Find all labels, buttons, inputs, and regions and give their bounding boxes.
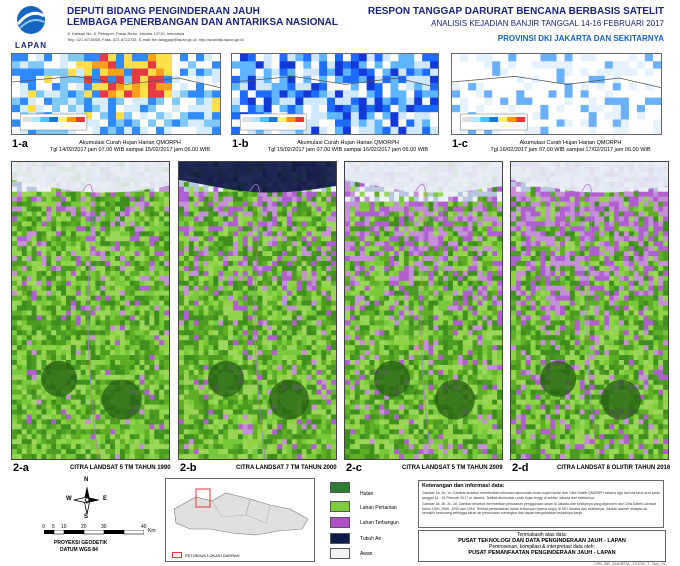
datum-label: DATUM WGS 84 — [60, 547, 98, 553]
page-title: RESPON TANGGAP DARURAT BENCANA BERBASIS … — [367, 6, 664, 17]
lapan-logo-text: LAPAN — [15, 41, 47, 50]
rain-caption-date-1a: Tgl 14/02/2017 jam 07.00 WIB sampai 15/0… — [49, 147, 211, 153]
sat-image-2b — [178, 161, 337, 460]
credits-processing: Pemrosesan, kompilasi & interpretasi dat… — [489, 544, 595, 550]
sat-caption-2c: CITRA LANDSAT 5 TM TAHUN 2009 — [402, 465, 503, 471]
scale-tick-10: 10 — [61, 524, 67, 530]
panel-tag-2d: 2-d — [512, 462, 529, 474]
legend-label-tubuh-air: Tubuh Air — [360, 536, 382, 542]
legend-label-lahan-pertanian: Lahan Pertanian — [360, 505, 397, 511]
panel-tag-1b: 1-b — [232, 138, 249, 150]
compass-south: S — [84, 514, 89, 520]
notes-line-2: tanggal 14 - 16 Februari 2017 di Jakarta… — [422, 495, 595, 500]
panel-tag-2b: 2-b — [180, 462, 197, 474]
legend-label-hutan: Hutan — [360, 491, 374, 497]
scale-tick-30: 30 — [101, 524, 107, 530]
panel-tag-2a: 2-a — [13, 462, 29, 474]
page-subtitle: ANALISIS KEJADIAN BANJIR TANGGAL 14-16 F… — [431, 19, 664, 28]
org-address: Jl. Kalisari No. 8, Pekayon, Pasar Rebo,… — [67, 31, 185, 36]
compass-east: E — [103, 496, 108, 502]
panel-tag-2c: 2-c — [346, 462, 362, 474]
scale-bar-graphic — [44, 530, 144, 535]
rain-caption-date-1b: Tgl 15/02/2017 jam 07.00 WIB sampai 16/0… — [267, 147, 429, 153]
lapan-logo: LAPAN — [10, 4, 52, 50]
panel-tag-1c: 1-c — [452, 138, 468, 150]
compass-north: N — [84, 477, 89, 483]
inset-legend-swatch — [172, 552, 182, 558]
compass-west: W — [66, 496, 72, 502]
legend-swatch-hutan — [330, 482, 350, 493]
inset-location-map: PETUNJUK LOKASI DAERAH — [165, 478, 315, 562]
sat-caption-2d: CITRA LANDSAT 8 OLI/TIR TAHUN 2016 — [557, 465, 671, 471]
panel-tag-1a: 1-a — [12, 138, 28, 150]
org-name-2: LEMBAGA PENERBANGAN DAN ANTARIKSA NASION… — [67, 17, 338, 28]
sat-image-2d — [510, 161, 669, 460]
credits-data-center: PUSAT TEKNOLOGI DAN DATA PENGINDERAAN JA… — [458, 538, 626, 544]
legend-label-awan: Awan — [360, 551, 373, 557]
rain-caption-date-1c: Tgl 16/02/2017 jam 07.00 WIB sampai 17/0… — [490, 147, 651, 153]
document-code: LPN_BR_JAKARTA_170220_T_Nov_01 — [594, 561, 666, 566]
scale-tick-5: 5 — [52, 524, 55, 530]
legend-label-lahan-terbangun: Lahan Terbangun — [360, 520, 399, 526]
scale-bar: 0 5 10 20 30 40 Km — [42, 524, 164, 536]
credits-box: Terimakasih atas data: PUSAT TEKNOLOGI D… — [418, 530, 666, 562]
rain-map-1b — [231, 53, 439, 135]
org-contact: Telp. 021 8710065, Faks. 021 8722733, E-… — [67, 37, 244, 42]
rain-caption-title-1b: Akumulasi Curah Hujan Harian QMORPH — [297, 140, 399, 146]
notes-title: Keterangan dan informasi data: — [422, 483, 505, 489]
sat-image-2a — [11, 161, 170, 460]
lapan-logo-icon — [16, 6, 45, 34]
scale-tick-0: 0 — [42, 524, 45, 530]
notes-line-5: semakin berkurang sehingga aliran air pe… — [422, 511, 583, 515]
inset-legend: PETUNJUK LOKASI DAERAH — [172, 552, 239, 558]
notes-box: Keterangan dan informasi data: Gambar 1a… — [418, 480, 664, 528]
legend-swatch-awan — [330, 548, 350, 559]
inset-java-map — [166, 479, 314, 551]
scale-tick-20: 20 — [81, 524, 87, 530]
notes-line-4: tahun 1990, 2000, 2009 dan 2016. Terliha… — [422, 506, 648, 511]
sat-caption-2a: CITRA LANDSAT 5 TM TAHUN 1990 — [70, 465, 171, 471]
compass-icon — [73, 486, 100, 515]
inset-legend-label: PETUNJUK LOKASI DAERAH — [185, 552, 240, 558]
rain-caption-title-1a: Akumulasi Curah Hujan Harian QMORPH — [79, 140, 181, 146]
scale-tick-40: 40 — [141, 524, 147, 530]
legend-swatch-lahan-terbangun — [330, 517, 350, 528]
legend-swatch-lahan-pertanian — [330, 501, 350, 512]
compass-rose: N S W E — [66, 477, 107, 520]
projection-label: PROYEKSI GEODETIK — [54, 540, 108, 546]
credits-utilization-center: PUSAT PEMANFAATAN PENGINDERAAN JAUH - LA… — [468, 550, 616, 556]
rain-map-1c — [451, 53, 662, 135]
notes-line-1: Gambar 1a, 1b, 1c: Gambar tersebut membe… — [422, 491, 660, 495]
province-title: PROVINSI DKI JAKARTA DAN SEKITARNYA — [497, 34, 664, 43]
rain-map-1a — [11, 53, 221, 135]
credits-thanks: Terimakasih atas data: — [516, 532, 568, 538]
land-cover-legend: Hutan Lahan Pertanian Lahan Terbangun Tu… — [330, 482, 410, 562]
sat-image-2c — [344, 161, 503, 460]
rain-caption-title-1c: Akumulasi Curah Hujan Harian QMORPH — [519, 140, 622, 146]
legend-swatch-tubuh-air — [330, 533, 350, 544]
scale-unit: Km — [148, 528, 156, 534]
notes-line-3: Gambar 2a, 2b, 2c, 2d: Gambar tersebut m… — [422, 502, 657, 506]
sat-caption-2b: CITRA LANDSAT 7 TM TAHUN 2000 — [236, 465, 337, 471]
org-name-1: DEPUTI BIDANG PENGINDERAAN JAUH — [67, 6, 260, 17]
